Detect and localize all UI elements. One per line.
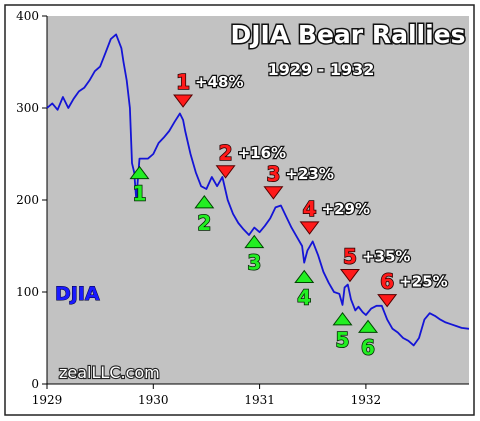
low-number-label: 1 bbox=[133, 182, 147, 206]
y-tick-label: 200 bbox=[16, 193, 39, 207]
low-number-label: 3 bbox=[247, 251, 261, 275]
rally-marker-triangle bbox=[215, 165, 236, 179]
watermark: zealLLC.com bbox=[59, 363, 160, 382]
rally-number-label: 6 bbox=[380, 270, 394, 294]
rally-gain-label: +23% bbox=[285, 165, 333, 183]
rally-marker-triangle bbox=[263, 186, 284, 200]
chart-subtitle: 1929 - 1932 bbox=[268, 60, 375, 79]
low-marker-triangle bbox=[244, 234, 265, 249]
rally-marker-triangle bbox=[339, 268, 360, 283]
rally-number-label: 3 bbox=[266, 162, 280, 186]
djia-series-line bbox=[46, 33, 470, 347]
y-axis: 0 100 200 300 400 bbox=[16, 9, 48, 391]
y-tick-label: 300 bbox=[16, 101, 39, 115]
low-marker-triangle bbox=[194, 195, 215, 209]
rally-number-label: 2 bbox=[219, 141, 233, 165]
low-number-label: 5 bbox=[336, 328, 350, 352]
x-tick-label: 1931 bbox=[244, 393, 275, 407]
rally-markers: 1 +48%2 +16%3 +23%4 +29%5 +35%6 +25% bbox=[173, 69, 449, 308]
x-axis: 1929 1930 1931 1932 bbox=[32, 383, 469, 407]
rally-gain-label: +29% bbox=[322, 200, 370, 218]
rally-number-label: 4 bbox=[303, 197, 317, 221]
x-tick-label: 1930 bbox=[138, 393, 169, 407]
x-tick-label: 1929 bbox=[32, 393, 63, 407]
rally-number-label: 5 bbox=[343, 244, 357, 268]
y-tick-label: 0 bbox=[31, 377, 39, 391]
x-tick-label: 1932 bbox=[351, 393, 382, 407]
low-number-label: 6 bbox=[361, 335, 375, 359]
low-marker-triangle bbox=[358, 319, 379, 333]
rally-marker-triangle bbox=[377, 294, 398, 308]
low-number-label: 2 bbox=[197, 211, 211, 235]
rally-marker-triangle bbox=[173, 94, 194, 108]
low-marker-triangle bbox=[294, 269, 315, 284]
plot-area bbox=[47, 16, 469, 384]
rally-gain-label: +16% bbox=[238, 144, 286, 162]
low-number-label: 4 bbox=[297, 286, 311, 310]
rally-gain-label: +48% bbox=[195, 73, 243, 91]
low-marker-triangle bbox=[332, 312, 353, 326]
y-tick-label: 100 bbox=[16, 285, 39, 299]
rally-gain-label: +35% bbox=[362, 247, 410, 265]
y-tick-label: 400 bbox=[16, 9, 39, 23]
series-label: DJIA bbox=[55, 283, 100, 305]
rally-gain-label: +25% bbox=[399, 273, 447, 291]
chart-title: DJIA Bear Rallies bbox=[231, 20, 466, 49]
low-marker-triangle bbox=[129, 165, 150, 180]
rally-number-label: 1 bbox=[176, 70, 190, 94]
rally-marker-triangle bbox=[299, 221, 320, 235]
